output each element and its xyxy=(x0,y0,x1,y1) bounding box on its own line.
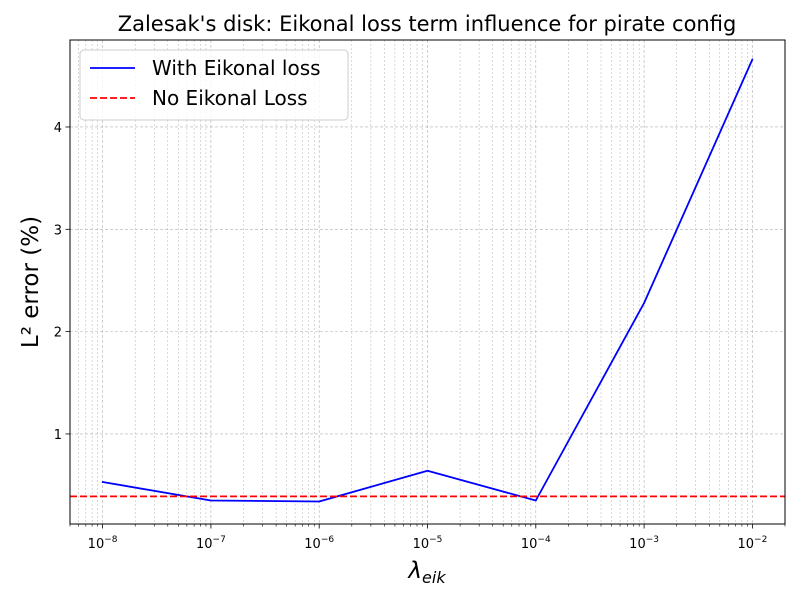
x-axis-label-main: λ xyxy=(406,558,422,584)
y-tick-label: 1 xyxy=(54,428,62,443)
series-with-eikonal-point xyxy=(751,58,754,61)
legend: With Eikonal loss No Eikonal Loss xyxy=(79,49,349,121)
x-tick-label: 10−6 xyxy=(304,535,334,552)
legend-label-no-eikonal: No Eikonal Loss xyxy=(152,86,308,110)
series-with-eikonal-point xyxy=(643,302,645,304)
x-tick-label: 10−7 xyxy=(196,535,226,552)
legend-label-with-eikonal: With Eikonal loss xyxy=(152,56,321,80)
series-with-eikonal-point xyxy=(101,481,104,483)
major-grid xyxy=(70,40,785,524)
series-with-eikonal-point xyxy=(426,469,429,472)
y-tick-label: 4 xyxy=(54,121,62,136)
x-axis-label: λeik xyxy=(406,558,446,587)
series-with-eikonal-point xyxy=(210,499,212,502)
x-tick-label: 10−2 xyxy=(737,535,767,552)
x-axis-label-subscript: eik xyxy=(422,568,446,587)
legend-box xyxy=(79,49,349,121)
x-tick-label: 10−4 xyxy=(521,535,551,552)
series-with-eikonal-point xyxy=(534,499,537,502)
y-axis: 1 2 3 4 xyxy=(54,121,70,443)
y-axis-label: L² error (%) xyxy=(18,216,44,348)
x-tick-label: 10−3 xyxy=(629,535,659,552)
series-layer xyxy=(70,58,785,503)
x-tick-label: 10−5 xyxy=(413,535,443,552)
y-tick-label: 3 xyxy=(54,223,62,238)
x-axis: 10−8 10−7 10−6 10−5 10−4 10−3 10−2 xyxy=(69,524,786,552)
x-tick-label: 10−8 xyxy=(88,535,118,552)
y-tick-label: 2 xyxy=(54,326,62,341)
chart-title: Zalesak's disk: Eikonal loss term influe… xyxy=(118,12,737,36)
series-with-eikonal-point xyxy=(318,500,321,503)
